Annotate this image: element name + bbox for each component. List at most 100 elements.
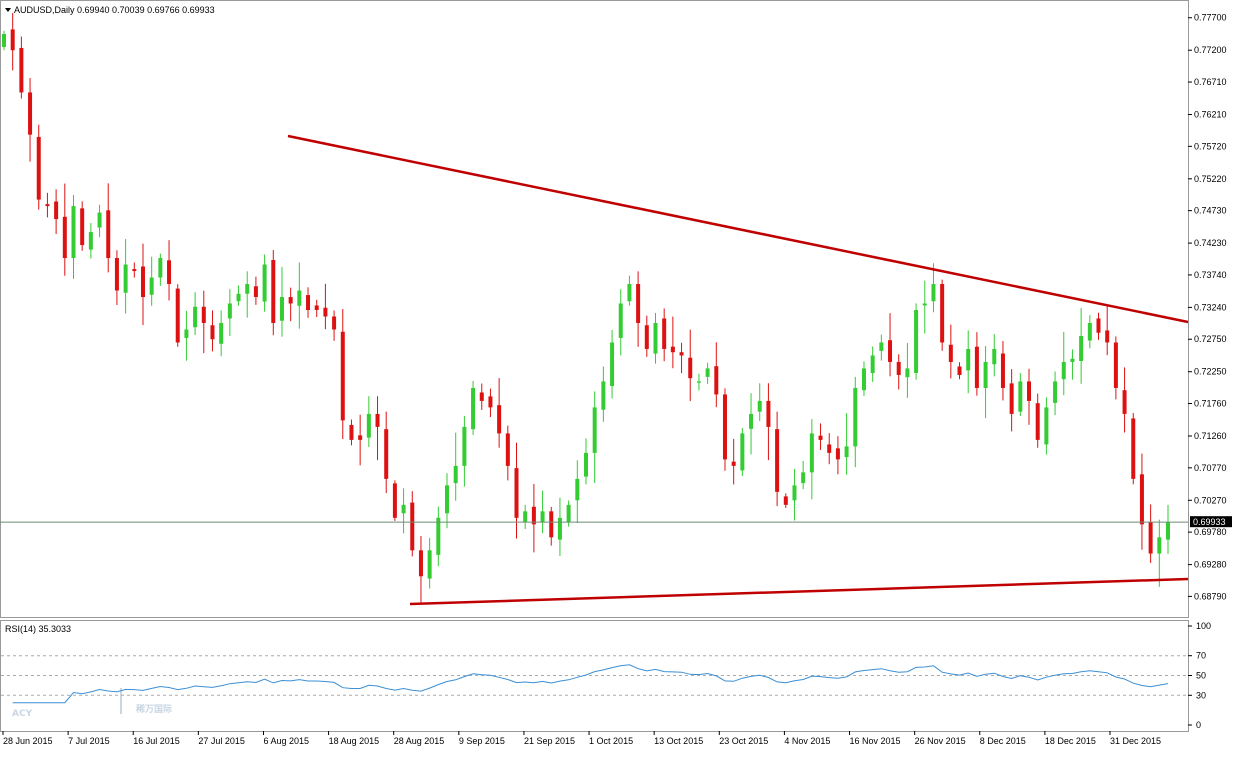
time-tick-label: 8 Dec 2015: [980, 736, 1026, 746]
candle: [801, 460, 806, 490]
rsi-tick-label: 70: [1196, 651, 1206, 661]
price-tick-label: 0.72250: [1194, 367, 1227, 377]
candle: [445, 473, 450, 529]
price-tick-label: 0.68790: [1194, 591, 1227, 601]
candle: [1113, 336, 1118, 400]
candle: [279, 266, 284, 337]
rsi-line: [12, 664, 1169, 704]
candle: [1044, 397, 1049, 455]
price-tick-label: 0.70270: [1194, 495, 1227, 505]
candle: [775, 411, 780, 507]
candle: [1000, 341, 1005, 401]
price-tick-label: 0.74730: [1194, 206, 1227, 216]
current-price-label: 0.69933: [1193, 517, 1226, 527]
candle: [114, 250, 119, 306]
candle: [584, 438, 588, 485]
candlestick-series: [2, 13, 1170, 604]
candle: [766, 383, 771, 461]
candle: [757, 383, 762, 422]
candle: [1131, 413, 1136, 485]
candle: [340, 308, 345, 439]
candle: [471, 380, 476, 435]
candle: [71, 195, 76, 279]
candle: [531, 483, 536, 553]
price-tick-label: 0.77200: [1194, 45, 1227, 55]
candle: [418, 535, 423, 604]
candle: [540, 490, 545, 534]
candle: [983, 345, 988, 419]
main-plot-frame: [0, 0, 1189, 618]
chart-header: AUDUSD,Daily 0.69940 0.70039 0.69766 0.6…: [5, 5, 215, 15]
candle: [844, 413, 849, 475]
candle: [592, 391, 597, 484]
candle: [297, 262, 302, 329]
candle: [227, 289, 232, 336]
time-tick-label: 6 Aug 2015: [263, 736, 309, 746]
candle: [236, 285, 241, 306]
time-tick-label: 18 Dec 2015: [1045, 736, 1096, 746]
watermark-latin: ACY: [12, 709, 33, 719]
candle: [140, 243, 145, 326]
candle: [1148, 504, 1153, 563]
candle: [332, 310, 337, 341]
candle: [245, 271, 250, 318]
candle: [861, 361, 866, 396]
lower-trendline[interactable]: [409, 577, 1189, 606]
rsi-tick-label: 50: [1196, 671, 1206, 681]
candle: [410, 491, 415, 557]
candle: [653, 312, 658, 364]
candle: [479, 383, 484, 410]
candle: [149, 256, 154, 306]
candle: [827, 433, 832, 465]
candle: [992, 334, 997, 377]
time-tick-label: 13 Oct 2015: [654, 736, 703, 746]
candle: [97, 204, 102, 238]
current-price-tag: 0.69933: [1190, 516, 1232, 528]
candle: [888, 313, 893, 377]
candle: [1105, 306, 1110, 356]
candle: [618, 289, 623, 356]
candle: [575, 460, 580, 524]
upper-trendline[interactable]: [287, 134, 1189, 324]
price-tick-label: 0.71260: [1194, 431, 1227, 441]
candle: [636, 271, 641, 347]
candle: [714, 342, 719, 408]
candle: [453, 432, 458, 501]
time-tick-label: 9 Sep 2015: [459, 736, 505, 746]
candle: [262, 254, 267, 312]
time-tick-label: 27 Jul 2015: [198, 736, 245, 746]
acy-watermark-logo: ACY 稀万国际: [12, 688, 172, 719]
candle: [314, 299, 319, 318]
candle: [1053, 371, 1058, 416]
candle: [184, 310, 189, 361]
price-tick-label: 0.73740: [1194, 270, 1227, 280]
time-tick-label: 21 Sep 2015: [524, 736, 575, 746]
candle: [323, 283, 328, 330]
candle: [870, 346, 875, 382]
candle: [375, 396, 380, 461]
candle: [948, 324, 953, 379]
candle: [940, 279, 945, 351]
candle: [123, 239, 128, 314]
candle: [966, 330, 971, 394]
candle: [740, 427, 745, 476]
candle: [1079, 307, 1084, 384]
candle: [253, 276, 258, 305]
candle: [749, 393, 754, 455]
candle: [644, 315, 649, 357]
candle: [349, 419, 354, 446]
price-tick-label: 0.76210: [1194, 110, 1227, 120]
candle: [28, 78, 33, 162]
rsi-tick-label: 30: [1196, 690, 1206, 700]
candle: [210, 310, 215, 352]
time-tick-label: 16 Nov 2015: [850, 736, 901, 746]
price-tick-label: 0.75720: [1194, 141, 1227, 151]
candle: [914, 303, 919, 380]
candle: [219, 310, 224, 357]
candle: [427, 538, 432, 589]
candle: [549, 506, 554, 546]
candle: [688, 329, 693, 402]
dropdown-triangle-icon[interactable]: [5, 8, 11, 12]
